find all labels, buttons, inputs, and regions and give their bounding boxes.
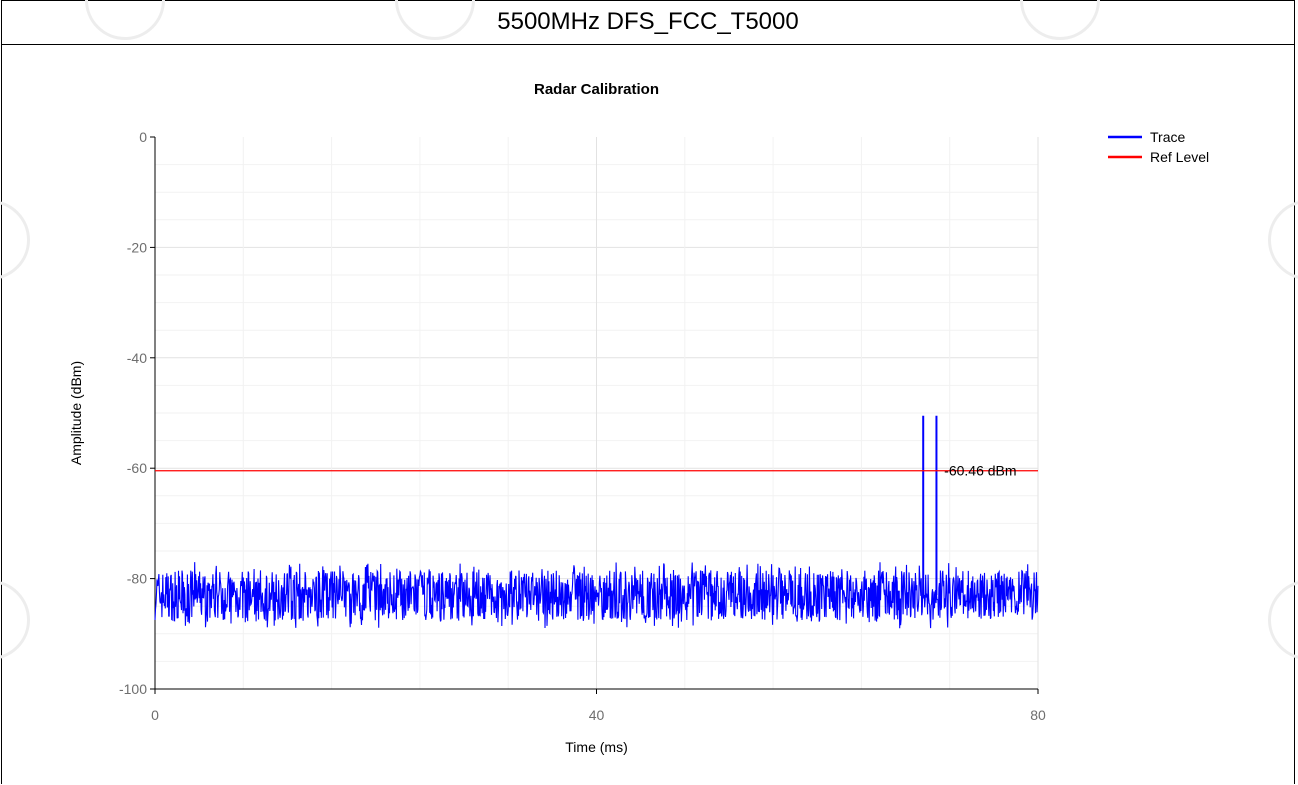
ref-level-annotation: -60.46 dBm xyxy=(944,463,1016,479)
header-band: 5500MHz DFS_FCC_T5000 xyxy=(2,1,1294,45)
x-axis-label: Time (ms) xyxy=(565,739,627,755)
y-tick-label: -60 xyxy=(127,460,147,476)
chart-title: Radar Calibration xyxy=(534,81,659,98)
x-tick-label: 80 xyxy=(1030,707,1046,723)
trace-series-line xyxy=(154,562,1039,629)
page-title: 5500MHz DFS_FCC_T5000 xyxy=(497,8,799,35)
y-tick-label: -40 xyxy=(127,350,147,366)
y-tick-label: -80 xyxy=(127,571,147,587)
legend-label: Trace xyxy=(1150,129,1185,145)
legend-label: Ref Level xyxy=(1150,149,1209,165)
y-tick-label: -20 xyxy=(127,239,147,255)
x-tick-label: 40 xyxy=(589,707,605,723)
y-axis-label: Amplitude (dBm) xyxy=(68,361,84,465)
x-tick-label: 0 xyxy=(151,707,159,723)
y-tick-label: -100 xyxy=(119,681,147,697)
y-tick-label: 0 xyxy=(139,129,147,145)
